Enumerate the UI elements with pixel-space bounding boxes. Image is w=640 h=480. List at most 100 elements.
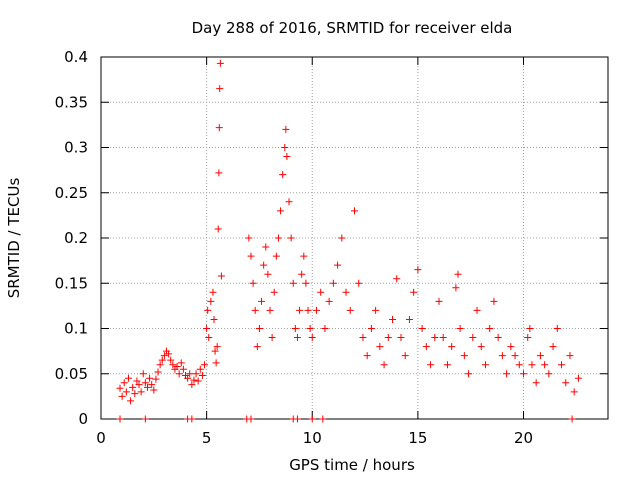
data-point: [184, 374, 192, 382]
data-point: [196, 365, 204, 373]
data-point: [541, 361, 549, 369]
data-point: [363, 352, 371, 360]
data-point: [209, 288, 217, 296]
data-point: [177, 359, 185, 367]
data-point: [188, 381, 196, 389]
data-point: [380, 361, 388, 369]
data-point: [469, 334, 477, 342]
chart-title: Day 288 of 2016, SRMTID for receiver eld…: [192, 19, 513, 37]
data-point: [452, 284, 460, 292]
data-point: [179, 365, 187, 373]
data-point: [346, 306, 354, 314]
data-point: [167, 356, 175, 364]
data-point: [405, 315, 413, 323]
data-point: [448, 343, 456, 351]
data-point: [141, 379, 149, 387]
data-point: [456, 325, 464, 332]
y-tick-label: 0.25: [55, 184, 88, 202]
data-point: [120, 379, 128, 387]
data-point: [562, 379, 570, 387]
data-point: [553, 325, 561, 332]
data-point: [570, 388, 578, 396]
data-point: [325, 297, 333, 305]
data-point: [401, 352, 409, 360]
data-point: [211, 347, 219, 355]
data-point: [376, 343, 384, 351]
data-point: [372, 306, 380, 314]
data-point: [319, 415, 327, 423]
data-point: [260, 261, 268, 269]
data-point: [190, 376, 198, 384]
data-point: [282, 125, 290, 133]
data-point: [536, 352, 544, 360]
y-tick-label: 0.15: [55, 274, 88, 292]
data-point: [264, 270, 272, 278]
x-tick-label: 5: [202, 429, 212, 447]
data-point: [431, 334, 439, 342]
data-point: [397, 334, 405, 342]
data-point: [247, 252, 255, 260]
data-point: [317, 288, 325, 296]
data-point: [526, 325, 534, 332]
data-point: [291, 325, 299, 332]
data-point: [160, 352, 168, 360]
data-point: [274, 234, 282, 242]
data-point: [201, 361, 209, 369]
data-point: [308, 415, 316, 423]
data-point: [568, 415, 576, 423]
data-point: [481, 361, 489, 369]
data-point: [169, 361, 177, 369]
data-point: [549, 343, 557, 351]
data-point: [194, 377, 202, 385]
data-point: [439, 334, 447, 342]
data-point: [359, 334, 367, 342]
data-point: [124, 374, 132, 382]
data-point: [146, 374, 154, 382]
data-point: [255, 325, 263, 332]
data-point: [129, 383, 137, 391]
data-point: [418, 325, 426, 332]
data-point: [465, 370, 473, 378]
data-point: [116, 384, 124, 392]
data-point: [473, 306, 481, 314]
data-point: [389, 315, 397, 323]
data-point: [414, 266, 422, 274]
data-point: [338, 234, 346, 242]
data-point: [249, 279, 257, 287]
data-point: [443, 361, 451, 369]
data-point: [574, 374, 582, 382]
data-point: [355, 279, 363, 287]
data-point: [133, 377, 141, 385]
data-point: [296, 306, 304, 314]
data-point: [148, 381, 156, 389]
data-point: [298, 270, 306, 278]
data-point: [393, 275, 401, 283]
data-point: [545, 370, 553, 378]
data-point: [198, 372, 206, 380]
data-point: [118, 392, 126, 400]
data-point: [566, 352, 574, 360]
data-point: [205, 334, 213, 342]
y-tick-label: 0.3: [64, 139, 88, 157]
data-point: [141, 415, 149, 423]
data-point: [154, 368, 162, 376]
data-point: [342, 288, 350, 296]
data-point: [139, 370, 147, 378]
data-point: [216, 85, 224, 93]
data-point: [304, 306, 312, 314]
data-point: [266, 306, 274, 314]
data-point: [308, 334, 316, 342]
data-point: [203, 325, 211, 332]
data-point: [188, 415, 196, 423]
y-tick-label: 0.05: [55, 365, 88, 383]
y-tick-label: 0.4: [64, 48, 88, 66]
data-point: [293, 334, 301, 342]
data-point: [213, 343, 221, 351]
data-markers: [116, 59, 582, 423]
data-point: [272, 252, 280, 260]
tick-marks: [100, 56, 608, 420]
data-point: [367, 325, 375, 332]
data-point: [262, 243, 270, 251]
data-point: [283, 153, 291, 161]
data-point: [281, 144, 289, 151]
